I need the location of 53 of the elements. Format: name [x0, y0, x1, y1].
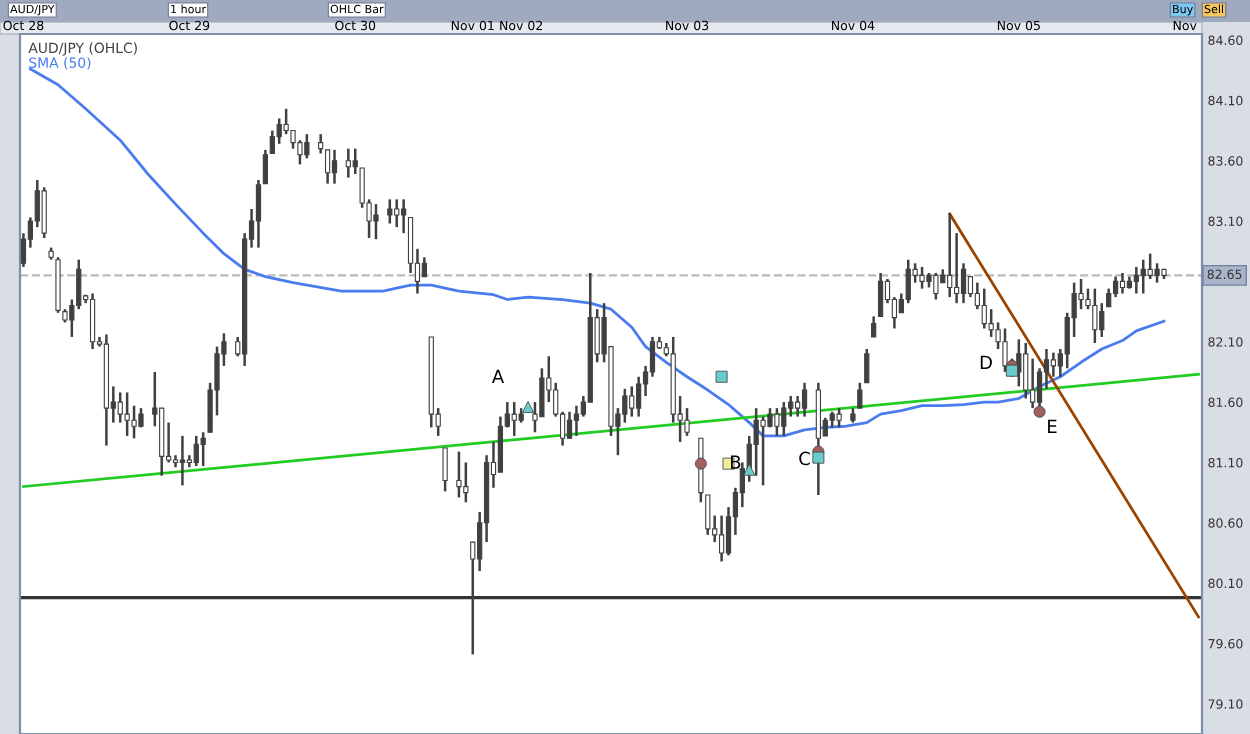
candlestick	[442, 446, 448, 493]
candlestick	[1140, 258, 1146, 295]
candlestick	[89, 292, 96, 351]
candlestick	[1133, 265, 1139, 295]
candlestick	[933, 271, 939, 301]
candlestick	[304, 132, 310, 160]
candlestick	[836, 406, 842, 429]
candlestick	[781, 400, 787, 438]
candlestick	[981, 287, 987, 330]
candlestick	[1099, 301, 1105, 339]
candlestick	[864, 347, 870, 385]
candlestick	[718, 514, 725, 563]
candlestick	[919, 265, 925, 290]
candlestick	[801, 381, 808, 418]
candlestick	[276, 117, 282, 146]
candlestick	[394, 198, 400, 229]
candlestick	[511, 400, 517, 438]
candlestick	[297, 138, 303, 166]
candlestick	[331, 148, 338, 185]
candlestick	[1092, 287, 1098, 345]
candlestick	[1154, 262, 1160, 284]
candlestick	[947, 212, 953, 299]
candlestick	[283, 107, 289, 136]
candlestick	[193, 434, 199, 468]
candlestick	[795, 394, 801, 418]
candlestick	[179, 434, 186, 487]
annotation: C	[799, 451, 810, 466]
candlestick	[41, 186, 47, 240]
candlestick	[1023, 341, 1029, 400]
candlestick	[877, 271, 884, 318]
candlestick	[705, 493, 711, 537]
candlestick	[373, 202, 379, 241]
candlestick	[1112, 275, 1119, 299]
candlestick	[387, 198, 393, 225]
candlestick	[456, 450, 462, 499]
candlestick	[124, 391, 130, 438]
candlestick	[345, 147, 351, 179]
annotation: E	[1048, 419, 1057, 433]
line-series	[28, 67, 1166, 438]
annotation: A	[491, 369, 505, 383]
candlestick	[1147, 252, 1153, 281]
candlestick	[1119, 271, 1126, 295]
candlestick	[566, 410, 573, 440]
annotation: B	[731, 455, 741, 469]
candlestick	[905, 258, 911, 305]
candlestick	[1078, 277, 1084, 311]
candlestick	[573, 404, 580, 438]
candlestick	[760, 415, 766, 487]
annotation: D	[980, 355, 992, 369]
candlestick	[629, 385, 635, 418]
candlestick	[774, 406, 780, 438]
candlestick	[421, 256, 427, 278]
candlestick	[1050, 351, 1057, 379]
